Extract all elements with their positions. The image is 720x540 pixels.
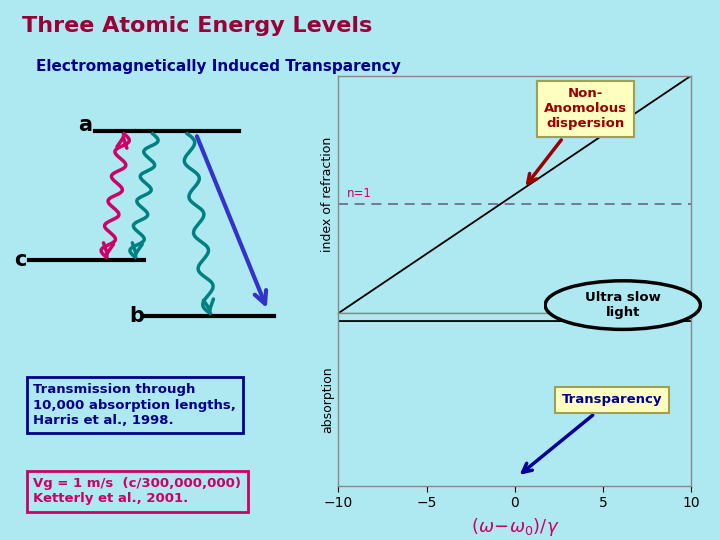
Y-axis label: absorption: absorption	[321, 366, 334, 433]
Text: Electromagnetically Induced Transparency: Electromagnetically Induced Transparency	[36, 59, 401, 75]
Text: c: c	[14, 250, 27, 270]
Text: Ultra slow
light: Ultra slow light	[585, 291, 661, 319]
Text: Vg = 1 m/s  (c/300,000,000)
Ketterly et al., 2001.: Vg = 1 m/s (c/300,000,000) Ketterly et a…	[33, 477, 241, 505]
X-axis label: $(\omega\!-\!\omega_0)/\gamma$: $(\omega\!-\!\omega_0)/\gamma$	[471, 516, 559, 538]
Text: Non-
Anomolous
dispersion: Non- Anomolous dispersion	[528, 87, 627, 183]
Text: a: a	[78, 115, 91, 136]
Y-axis label: index of refraction: index of refraction	[321, 137, 334, 252]
Text: b: b	[130, 306, 145, 326]
Text: Transmission through
10,000 absorption lengths,
Harris et al., 1998.: Transmission through 10,000 absorption l…	[33, 383, 236, 427]
Text: n=1: n=1	[347, 187, 372, 200]
Text: Transparency: Transparency	[523, 393, 662, 472]
Text: Three Atomic Energy Levels: Three Atomic Energy Levels	[22, 16, 372, 36]
Ellipse shape	[545, 281, 701, 329]
